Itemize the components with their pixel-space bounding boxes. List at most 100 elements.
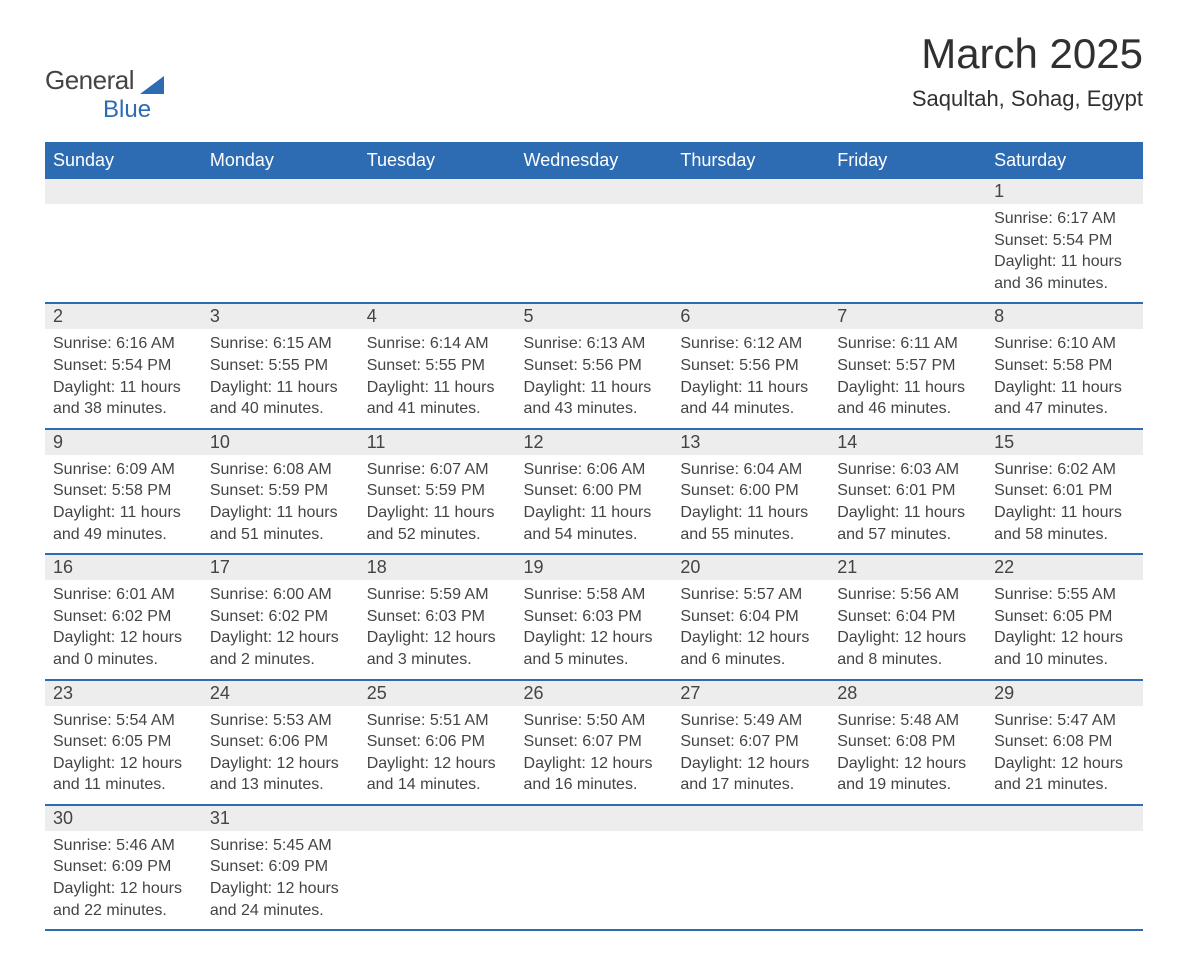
day-number-cell: 7: [829, 303, 986, 329]
day-detail-cell: Sunrise: 5:59 AMSunset: 6:03 PMDaylight:…: [359, 580, 516, 679]
day-detail-cell: Sunrise: 6:10 AMSunset: 5:58 PMDaylight:…: [986, 329, 1143, 428]
logo-word-1: General: [45, 65, 134, 96]
empty-cell: [986, 805, 1143, 831]
day-detail-cell: Sunrise: 5:47 AMSunset: 6:08 PMDaylight:…: [986, 706, 1143, 805]
day-number-cell: 13: [672, 429, 829, 455]
day-number-cell: 8: [986, 303, 1143, 329]
day-number-cell: 6: [672, 303, 829, 329]
week-detail-row: Sunrise: 5:46 AMSunset: 6:09 PMDaylight:…: [45, 831, 1143, 930]
week-number-row: 16171819202122: [45, 554, 1143, 580]
day-number-cell: 25: [359, 680, 516, 706]
empty-cell: [516, 178, 673, 204]
week-number-row: 9101112131415: [45, 429, 1143, 455]
week-number-row: 1: [45, 178, 1143, 204]
empty-cell: [672, 178, 829, 204]
day-detail-cell: Sunrise: 6:13 AMSunset: 5:56 PMDaylight:…: [516, 329, 673, 428]
day-number-cell: 23: [45, 680, 202, 706]
week-number-row: 3031: [45, 805, 1143, 831]
week-number-row: 2345678: [45, 303, 1143, 329]
day-number-cell: 16: [45, 554, 202, 580]
day-number-cell: 19: [516, 554, 673, 580]
day-number-cell: 2: [45, 303, 202, 329]
day-of-week-header: Tuesday: [359, 143, 516, 178]
day-detail-cell: Sunrise: 6:04 AMSunset: 6:00 PMDaylight:…: [672, 455, 829, 554]
week-number-row: 23242526272829: [45, 680, 1143, 706]
day-detail-cell: Sunrise: 6:00 AMSunset: 6:02 PMDaylight:…: [202, 580, 359, 679]
day-detail-cell: Sunrise: 5:58 AMSunset: 6:03 PMDaylight:…: [516, 580, 673, 679]
day-detail-cell: Sunrise: 5:53 AMSunset: 6:06 PMDaylight:…: [202, 706, 359, 805]
empty-cell: [672, 805, 829, 831]
empty-cell: [986, 831, 1143, 930]
day-detail-cell: Sunrise: 6:17 AMSunset: 5:54 PMDaylight:…: [986, 204, 1143, 303]
day-number-cell: 30: [45, 805, 202, 831]
empty-cell: [516, 831, 673, 930]
empty-cell: [359, 831, 516, 930]
day-of-week-header: Friday: [829, 143, 986, 178]
day-detail-cell: Sunrise: 6:11 AMSunset: 5:57 PMDaylight:…: [829, 329, 986, 428]
empty-cell: [359, 178, 516, 204]
empty-cell: [829, 178, 986, 204]
day-detail-cell: Sunrise: 6:15 AMSunset: 5:55 PMDaylight:…: [202, 329, 359, 428]
day-number-cell: 10: [202, 429, 359, 455]
day-detail-cell: Sunrise: 5:45 AMSunset: 6:09 PMDaylight:…: [202, 831, 359, 930]
day-detail-cell: Sunrise: 5:54 AMSunset: 6:05 PMDaylight:…: [45, 706, 202, 805]
empty-cell: [672, 831, 829, 930]
empty-cell: [516, 204, 673, 303]
day-number-cell: 20: [672, 554, 829, 580]
day-detail-cell: Sunrise: 6:14 AMSunset: 5:55 PMDaylight:…: [359, 329, 516, 428]
page-header: General Blue March 2025 Saqultah, Sohag,…: [45, 30, 1143, 124]
day-detail-cell: Sunrise: 5:50 AMSunset: 6:07 PMDaylight:…: [516, 706, 673, 805]
empty-cell: [45, 178, 202, 204]
day-number-cell: 9: [45, 429, 202, 455]
empty-cell: [829, 805, 986, 831]
day-detail-cell: Sunrise: 6:08 AMSunset: 5:59 PMDaylight:…: [202, 455, 359, 554]
day-number-cell: 4: [359, 303, 516, 329]
day-detail-cell: Sunrise: 5:51 AMSunset: 6:06 PMDaylight:…: [359, 706, 516, 805]
day-detail-cell: Sunrise: 5:55 AMSunset: 6:05 PMDaylight:…: [986, 580, 1143, 679]
day-number-cell: 11: [359, 429, 516, 455]
week-detail-row: Sunrise: 6:01 AMSunset: 6:02 PMDaylight:…: [45, 580, 1143, 679]
empty-cell: [202, 204, 359, 303]
day-number-cell: 21: [829, 554, 986, 580]
day-number-cell: 26: [516, 680, 673, 706]
day-number-cell: 24: [202, 680, 359, 706]
logo: General Blue: [45, 65, 164, 124]
logo-slash-icon: [140, 76, 164, 94]
day-detail-cell: Sunrise: 5:46 AMSunset: 6:09 PMDaylight:…: [45, 831, 202, 930]
empty-cell: [202, 178, 359, 204]
day-detail-cell: Sunrise: 6:02 AMSunset: 6:01 PMDaylight:…: [986, 455, 1143, 554]
day-of-week-header: Saturday: [986, 143, 1143, 178]
day-detail-cell: Sunrise: 6:09 AMSunset: 5:58 PMDaylight:…: [45, 455, 202, 554]
day-detail-cell: Sunrise: 6:12 AMSunset: 5:56 PMDaylight:…: [672, 329, 829, 428]
week-detail-row: Sunrise: 5:54 AMSunset: 6:05 PMDaylight:…: [45, 706, 1143, 805]
day-number-cell: 15: [986, 429, 1143, 455]
day-detail-cell: Sunrise: 5:57 AMSunset: 6:04 PMDaylight:…: [672, 580, 829, 679]
day-of-week-header: Wednesday: [516, 143, 673, 178]
day-detail-cell: Sunrise: 5:48 AMSunset: 6:08 PMDaylight:…: [829, 706, 986, 805]
day-number-cell: 1: [986, 178, 1143, 204]
day-detail-cell: Sunrise: 5:49 AMSunset: 6:07 PMDaylight:…: [672, 706, 829, 805]
day-number-cell: 5: [516, 303, 673, 329]
week-detail-row: Sunrise: 6:09 AMSunset: 5:58 PMDaylight:…: [45, 455, 1143, 554]
empty-cell: [829, 204, 986, 303]
empty-cell: [359, 805, 516, 831]
logo-word-2: Blue: [103, 96, 151, 124]
empty-cell: [672, 204, 829, 303]
day-number-cell: 14: [829, 429, 986, 455]
day-of-week-header: Monday: [202, 143, 359, 178]
empty-cell: [829, 831, 986, 930]
day-number-cell: 28: [829, 680, 986, 706]
day-number-cell: 27: [672, 680, 829, 706]
title-block: March 2025 Saqultah, Sohag, Egypt: [912, 30, 1143, 112]
day-number-cell: 29: [986, 680, 1143, 706]
day-detail-cell: Sunrise: 6:07 AMSunset: 5:59 PMDaylight:…: [359, 455, 516, 554]
day-detail-cell: Sunrise: 5:56 AMSunset: 6:04 PMDaylight:…: [829, 580, 986, 679]
location-text: Saqultah, Sohag, Egypt: [912, 86, 1143, 112]
day-number-cell: 22: [986, 554, 1143, 580]
day-detail-cell: Sunrise: 6:06 AMSunset: 6:00 PMDaylight:…: [516, 455, 673, 554]
day-number-cell: 3: [202, 303, 359, 329]
month-title: March 2025: [912, 30, 1143, 78]
week-detail-row: Sunrise: 6:16 AMSunset: 5:54 PMDaylight:…: [45, 329, 1143, 428]
day-detail-cell: Sunrise: 6:03 AMSunset: 6:01 PMDaylight:…: [829, 455, 986, 554]
day-of-week-row: SundayMondayTuesdayWednesdayThursdayFrid…: [45, 143, 1143, 178]
